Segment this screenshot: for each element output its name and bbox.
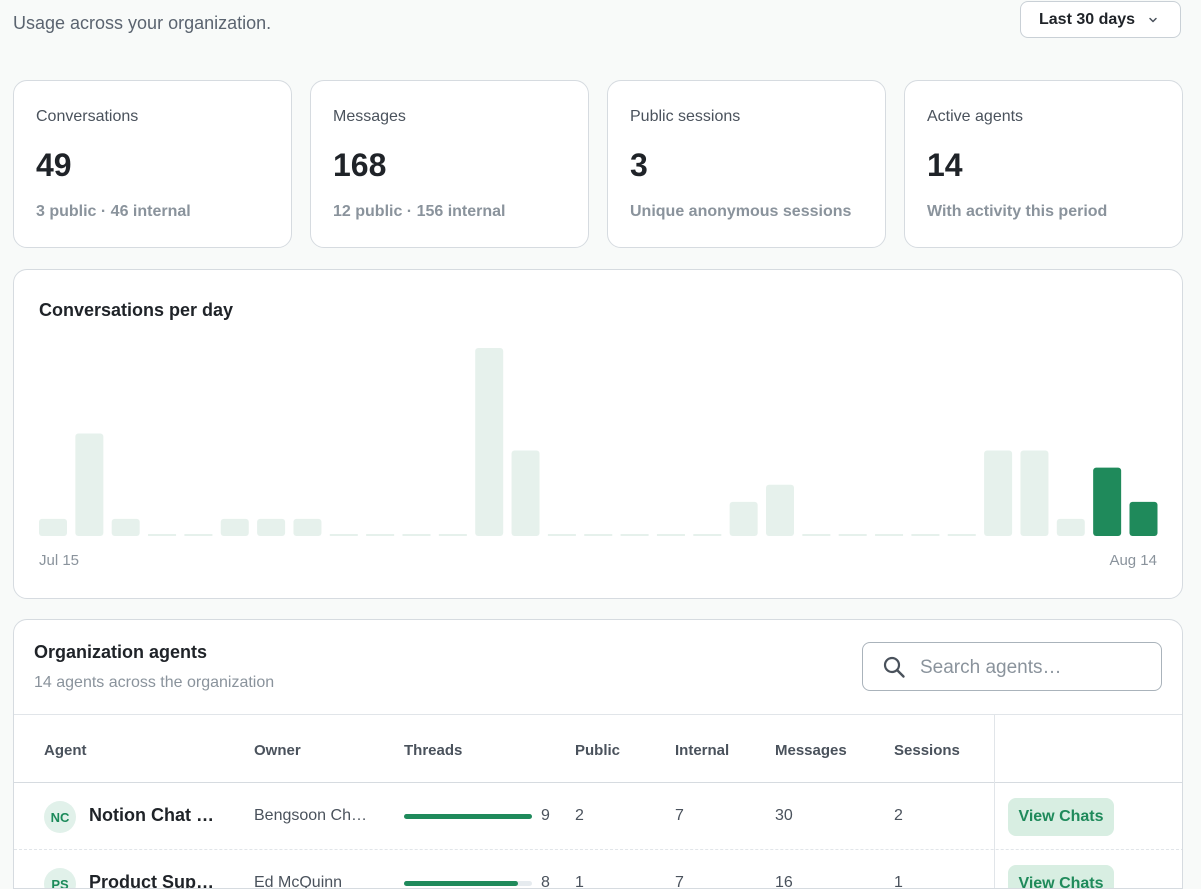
messages-cell: 16 [775, 874, 793, 889]
chart-bar [184, 534, 213, 536]
stat-card-active-agents: Active agents 14 With activity this peri… [904, 80, 1183, 248]
search-icon [883, 656, 905, 678]
view-chats-button[interactable]: View Chats [1008, 865, 1114, 888]
stat-subtext: 3 public · 46 internal [36, 203, 191, 220]
chart-title: Conversations per day [39, 300, 234, 320]
chart-bar[interactable] [729, 501, 758, 536]
column-header-public[interactable]: Public [575, 742, 621, 759]
date-range-label: Last 30 days [1039, 10, 1136, 28]
chart-bar [656, 534, 685, 536]
public-cell: 1 [575, 874, 584, 889]
chart-bar [584, 534, 613, 536]
stat-card-public-sessions: Public sessions 3 Unique anonymous sessi… [607, 80, 886, 248]
search-agents-field[interactable] [862, 642, 1162, 691]
stat-value: 14 [927, 147, 963, 183]
stat-label: Active agents [927, 108, 1024, 125]
table-row[interactable]: PS Product Sup… Ed McQuinn 8 1 7 16 1 Vi… [14, 850, 1182, 889]
stat-value: 168 [333, 147, 387, 183]
threads-bar [404, 814, 532, 819]
chart-bar[interactable] [39, 518, 67, 536]
agents-table-header: Agent Owner Threads Public Internal Mess… [14, 714, 1182, 783]
date-range-dropdown[interactable]: Last 30 days [1020, 1, 1181, 38]
chart-bar[interactable] [1020, 450, 1049, 536]
column-header-internal[interactable]: Internal [675, 742, 730, 759]
threads-bar-fill [404, 881, 518, 886]
agents-subtitle: 14 agents across the organization [34, 674, 275, 691]
avatar: NC [44, 801, 76, 833]
chart-bar[interactable] [111, 518, 140, 536]
chart-bar [875, 534, 904, 536]
threads-cell: 8 [541, 874, 550, 889]
column-header-sessions[interactable]: Sessions [894, 742, 960, 759]
chart-bar[interactable] [75, 433, 104, 536]
internal-cell: 7 [675, 807, 684, 824]
threads-cell: 9 [541, 807, 550, 824]
threads-bar [404, 881, 532, 886]
stat-subtext: With activity this period [927, 203, 1108, 220]
chart-bar[interactable] [1129, 501, 1158, 536]
chart-bar[interactable] [475, 348, 504, 536]
stat-card-messages: Messages 168 12 public · 156 internal [310, 80, 589, 248]
search-agents-input[interactable] [918, 653, 1152, 683]
stat-label: Messages [333, 108, 406, 125]
sessions-cell: 1 [894, 874, 903, 889]
owner-cell: Ed McQuinn [254, 874, 343, 889]
column-header-threads[interactable]: Threads [404, 742, 463, 759]
agent-name[interactable]: Product Sup… [89, 872, 214, 889]
chart-bar [547, 534, 576, 536]
stat-value: 3 [630, 147, 648, 183]
stat-subtext: 12 public · 156 internal [333, 203, 506, 220]
chevron-down-icon [1149, 17, 1157, 22]
owner-cell: Bengsoon Ch… [254, 807, 367, 824]
sessions-cell: 2 [894, 807, 903, 824]
chart-bar[interactable] [257, 518, 286, 536]
chart-bar[interactable] [293, 518, 322, 536]
organization-agents-card: Organization agents 14 agents across the… [13, 619, 1183, 889]
chart-bar [911, 534, 940, 536]
conversations-bar-chart [39, 348, 1158, 536]
stat-subtext: Unique anonymous sessions [630, 203, 852, 220]
chart-bar [148, 534, 177, 536]
column-header-agent[interactable]: Agent [44, 742, 87, 759]
internal-cell: 7 [675, 874, 684, 889]
stat-card-conversations: Conversations 49 3 public · 46 internal [13, 80, 292, 248]
agents-title: Organization agents [34, 642, 208, 662]
chart-bar [838, 534, 867, 536]
column-header-owner[interactable]: Owner [254, 742, 301, 759]
chart-bar [693, 534, 722, 536]
chart-bar [620, 534, 649, 536]
agent-name[interactable]: Notion Chat … [89, 805, 214, 825]
messages-cell: 30 [775, 807, 793, 824]
column-header-messages[interactable]: Messages [775, 742, 847, 759]
chart-bar[interactable] [1056, 518, 1085, 536]
chart-bar [947, 534, 976, 536]
stat-label: Public sessions [630, 108, 741, 125]
stat-label: Conversations [36, 108, 139, 125]
chart-bar[interactable] [984, 450, 1013, 536]
chart-bar[interactable] [1093, 467, 1122, 536]
stat-value: 49 [36, 147, 72, 183]
conversations-chart-card: Conversations per day Jul 15 Aug 14 [13, 269, 1183, 599]
action-column-divider [994, 714, 995, 888]
table-row[interactable]: NC Notion Chat … Bengsoon Ch… 9 2 7 30 2… [14, 783, 1182, 850]
public-cell: 2 [575, 807, 584, 824]
chart-bar[interactable] [766, 484, 794, 536]
chart-bar[interactable] [511, 450, 540, 536]
x-axis-end-label: Aug 14 [1109, 552, 1157, 569]
chart-bar [438, 534, 467, 536]
page-subtitle: Usage across your organization. [13, 13, 272, 33]
threads-bar-fill [404, 814, 532, 819]
chart-bar [366, 534, 395, 536]
chart-bar[interactable] [220, 518, 249, 536]
chart-bar [402, 534, 431, 536]
x-axis-start-label: Jul 15 [39, 552, 80, 569]
chart-bar [802, 534, 831, 536]
view-chats-button[interactable]: View Chats [1008, 798, 1114, 836]
chart-bar [329, 534, 358, 536]
avatar: PS [44, 868, 76, 888]
